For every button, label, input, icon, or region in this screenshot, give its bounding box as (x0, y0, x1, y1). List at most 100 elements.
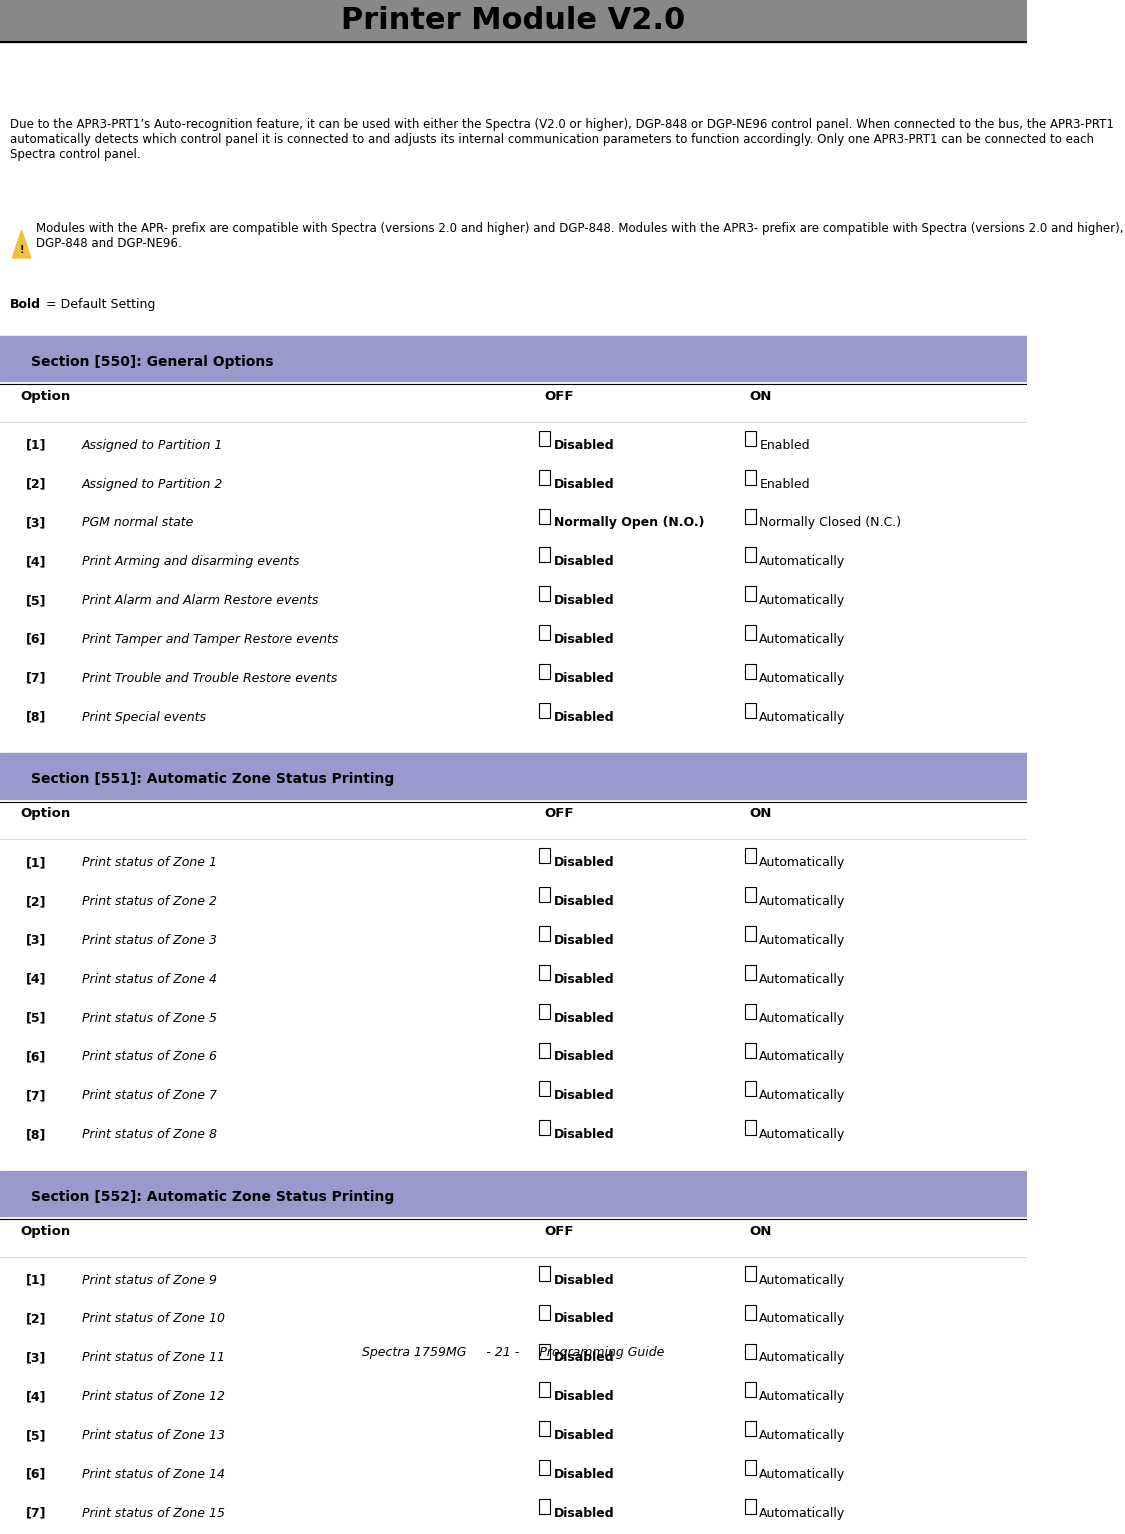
Text: Print status of Zone 11: Print status of Zone 11 (82, 1351, 225, 1364)
Bar (745, 1003, 756, 1019)
Text: [2]: [2] (26, 477, 46, 491)
Text: Print Arming and disarming events: Print Arming and disarming events (82, 555, 299, 568)
Bar (745, 431, 756, 446)
Text: [3]: [3] (26, 1351, 46, 1364)
Text: Automatically: Automatically (759, 894, 846, 908)
Bar (539, 1081, 550, 1097)
Text: Disabled: Disabled (554, 555, 614, 568)
Bar (745, 1420, 756, 1436)
Text: Automatically: Automatically (759, 594, 846, 607)
Text: Normally Open (N.O.): Normally Open (N.O.) (554, 517, 704, 529)
Text: [5]: [5] (26, 1011, 46, 1025)
Text: Disabled: Disabled (554, 634, 614, 646)
Text: Print status of Zone 14: Print status of Zone 14 (82, 1468, 225, 1480)
Text: [2]: [2] (26, 894, 46, 908)
Bar (745, 1043, 756, 1057)
Bar (539, 469, 550, 485)
Text: Disabled: Disabled (554, 856, 614, 870)
Text: Automatically: Automatically (759, 1313, 846, 1325)
Text: [7]: [7] (26, 1506, 46, 1520)
Text: Disabled: Disabled (554, 1430, 614, 1442)
Text: !: ! (19, 244, 24, 255)
Text: Automatically: Automatically (759, 1506, 846, 1520)
Bar (745, 1344, 756, 1359)
Text: Enabled: Enabled (759, 477, 810, 491)
Text: Due to the APR3-PRT1’s Auto-recognition feature, it can be used with either the : Due to the APR3-PRT1’s Auto-recognition … (10, 118, 1114, 161)
Text: Disabled: Disabled (554, 1390, 614, 1404)
Text: Print status of Zone 8: Print status of Zone 8 (82, 1127, 217, 1141)
Text: [4]: [4] (26, 1390, 46, 1404)
Text: [5]: [5] (26, 594, 46, 607)
Text: ON: ON (749, 390, 772, 403)
Bar (539, 1120, 550, 1135)
Text: Automatically: Automatically (759, 1089, 846, 1103)
Text: Print status of Zone 9: Print status of Zone 9 (82, 1273, 217, 1287)
Text: [4]: [4] (26, 555, 46, 568)
Text: Normally Closed (N.C.): Normally Closed (N.C.) (759, 517, 901, 529)
Text: Assigned to Partition 1: Assigned to Partition 1 (82, 439, 224, 451)
Text: Disabled: Disabled (554, 710, 614, 724)
Text: [8]: [8] (26, 710, 46, 724)
Text: Print Trouble and Trouble Restore events: Print Trouble and Trouble Restore events (82, 672, 338, 684)
Text: Disabled: Disabled (554, 1468, 614, 1480)
Bar (539, 664, 550, 680)
Bar (745, 927, 756, 940)
Bar (745, 469, 756, 485)
Bar (745, 1460, 756, 1476)
Text: [1]: [1] (26, 856, 46, 870)
Text: Disabled: Disabled (554, 1011, 614, 1025)
Text: Automatically: Automatically (759, 1390, 846, 1404)
Text: OFF: OFF (544, 390, 574, 403)
Text: Option: Option (20, 1224, 71, 1238)
Text: Print status of Zone 5: Print status of Zone 5 (82, 1011, 217, 1025)
Text: Print status of Zone 13: Print status of Zone 13 (82, 1430, 225, 1442)
Text: Disabled: Disabled (554, 934, 614, 946)
Text: Print status of Zone 10: Print status of Zone 10 (82, 1313, 225, 1325)
Text: [3]: [3] (26, 934, 46, 946)
Text: Bold: Bold (10, 298, 42, 311)
Bar (745, 664, 756, 680)
Text: Automatically: Automatically (759, 1468, 846, 1480)
Text: Automatically: Automatically (759, 856, 846, 870)
Text: [6]: [6] (26, 1051, 46, 1063)
Bar (539, 887, 550, 902)
Bar (0, 753, 1027, 799)
Text: Disabled: Disabled (554, 1051, 614, 1063)
Bar (539, 1305, 550, 1319)
Bar (539, 586, 550, 601)
Text: Enabled: Enabled (759, 439, 810, 451)
Text: Disabled: Disabled (554, 439, 614, 451)
Bar (539, 624, 550, 640)
Text: Assigned to Partition 2: Assigned to Partition 2 (82, 477, 224, 491)
Text: Modules with the APR- prefix are compatible with Spectra (versions 2.0 and highe: Modules with the APR- prefix are compati… (36, 222, 1124, 250)
Text: Automatically: Automatically (759, 1051, 846, 1063)
Bar (539, 548, 550, 563)
Text: Disabled: Disabled (554, 1273, 614, 1287)
Text: Automatically: Automatically (759, 710, 846, 724)
Text: Print Tamper and Tamper Restore events: Print Tamper and Tamper Restore events (82, 634, 339, 646)
Text: Option: Option (20, 807, 71, 821)
Text: Print status of Zone 6: Print status of Zone 6 (82, 1051, 217, 1063)
Text: Print status of Zone 3: Print status of Zone 3 (82, 934, 217, 946)
Text: [8]: [8] (26, 1127, 46, 1141)
Text: Automatically: Automatically (759, 1127, 846, 1141)
Text: PGM normal state: PGM normal state (82, 517, 194, 529)
Bar (539, 509, 550, 523)
Bar (539, 431, 550, 446)
Text: Section [550]: General Options: Section [550]: General Options (30, 354, 273, 370)
Text: [6]: [6] (26, 1468, 46, 1480)
Text: Disabled: Disabled (554, 1351, 614, 1364)
Text: Disabled: Disabled (554, 672, 614, 684)
Text: Automatically: Automatically (759, 1011, 846, 1025)
Text: [4]: [4] (26, 973, 46, 986)
Bar (745, 1120, 756, 1135)
Bar (539, 1420, 550, 1436)
Text: Disabled: Disabled (554, 1089, 614, 1103)
Text: Print status of Zone 2: Print status of Zone 2 (82, 894, 217, 908)
Bar (539, 965, 550, 980)
Bar (0, 1170, 1027, 1216)
Text: Disabled: Disabled (554, 1506, 614, 1520)
Text: Automatically: Automatically (759, 1430, 846, 1442)
Text: Automatically: Automatically (759, 672, 846, 684)
Text: Disabled: Disabled (554, 594, 614, 607)
